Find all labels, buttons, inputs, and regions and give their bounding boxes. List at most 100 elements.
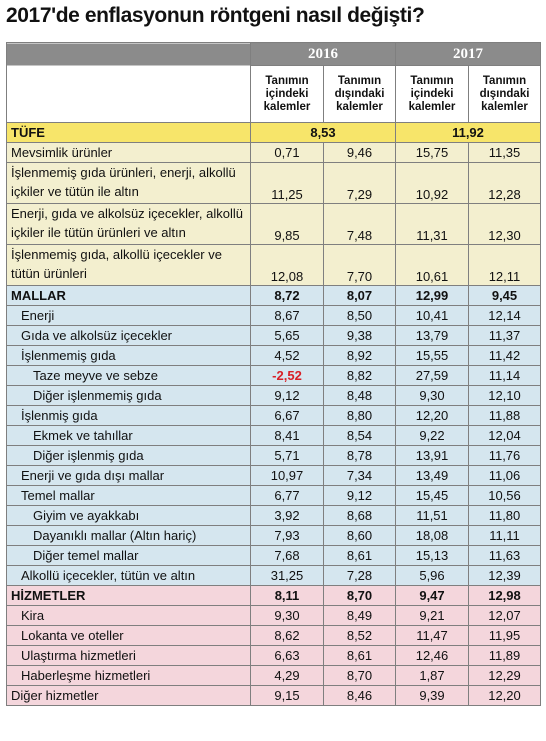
- cell-value: 8,70: [323, 585, 396, 606]
- row-label: Diğer işlenmemiş gıda: [6, 385, 251, 406]
- row-label: Mevsimlik ürünler: [6, 142, 251, 163]
- inflation-table: Tanım 2016 2017 Tanımın içindeki kalemle…: [6, 42, 541, 706]
- row-label: Diğer temel mallar: [6, 545, 251, 566]
- cell-value: 6,63: [250, 645, 324, 666]
- cell-value: 13,91: [395, 445, 469, 466]
- cell-value: 8,61: [323, 645, 396, 666]
- subheader-inside-2016: Tanımın içindeki kalemler: [250, 65, 324, 123]
- cell-value: 12,28: [468, 162, 541, 204]
- row-label: Enerji ve gıda dışı mallar: [6, 465, 251, 486]
- cell-value: 9,21: [395, 605, 469, 626]
- row-label: İşlenmemiş gıda: [6, 345, 251, 366]
- table-row: Temel mallar 6,77 9,12 15,45 10,56: [6, 485, 541, 506]
- table-row: Diğer temel mallar 7,68 8,61 15,13 11,63: [6, 545, 541, 566]
- cell-value: 11,42: [468, 345, 541, 366]
- row-label: Temel mallar: [6, 485, 251, 506]
- cell-value: 10,56: [468, 485, 541, 506]
- cell-value: 10,41: [395, 305, 469, 326]
- table-row-hizmetler: HİZMETLER 8,11 8,70 9,47 12,98: [6, 585, 541, 606]
- cell-value: 11,95: [468, 625, 541, 646]
- cell-value: 7,93: [250, 525, 324, 546]
- table-row: Haberleşme hizmetleri 4,29 8,70 1,87 12,…: [6, 665, 541, 686]
- cell-value: 8,67: [250, 305, 324, 326]
- row-label: Enerji, gıda ve alkolsüz içecekler, alko…: [6, 203, 251, 245]
- cell-value: 12,29: [468, 665, 541, 686]
- cell-value: 31,25: [250, 565, 324, 586]
- cell-value: 11,88: [468, 405, 541, 426]
- cell-value-negative: -2,52: [250, 365, 324, 386]
- row-label: İşlenmemiş gıda ürünleri, enerji, alkoll…: [6, 162, 251, 204]
- row-label: Lokanta ve oteller: [6, 625, 251, 646]
- table-row: Enerji 8,67 8,50 10,41 12,14: [6, 305, 541, 326]
- cell-value: 13,49: [395, 465, 469, 486]
- cell-value: 7,34: [323, 465, 396, 486]
- table-row: Lokanta ve oteller 8,62 8,52 11,47 11,95: [6, 625, 541, 646]
- cell-value: 1,87: [395, 665, 469, 686]
- cell-value: 15,55: [395, 345, 469, 366]
- cell-value: 11,31: [395, 203, 469, 245]
- cell-value: 8,61: [323, 545, 396, 566]
- cell-value: 6,77: [250, 485, 324, 506]
- row-label: Ekmek ve tahıllar: [6, 425, 251, 446]
- cell-value: 9,45: [468, 285, 541, 306]
- table-row-mallar: MALLAR 8,72 8,07 12,99 9,45: [6, 285, 541, 306]
- cell-value: 8,54: [323, 425, 396, 446]
- year-header-2016: 2016: [250, 42, 396, 66]
- table-row: Enerji, gıda ve alkolsüz içecekler, alko…: [6, 203, 541, 245]
- cell-value: 9,30: [250, 605, 324, 626]
- cell-value: 9,38: [323, 325, 396, 346]
- subheader-outside-2017: Tanımın dışındaki kalemler: [468, 65, 541, 123]
- table-row: Alkollü içecekler, tütün ve altın 31,25 …: [6, 565, 541, 586]
- cell-value: 8,52: [323, 625, 396, 646]
- row-label: Ulaştırma hizmetleri: [6, 645, 251, 666]
- cell-value: 9,85: [250, 203, 324, 245]
- row-label: Diğer hizmetler: [6, 685, 251, 706]
- cell-value: 11,11: [468, 525, 541, 546]
- cell-value: 8,50: [323, 305, 396, 326]
- cell-value: 8,62: [250, 625, 324, 646]
- cell-value: 12,08: [250, 244, 324, 286]
- cell-value: 11,89: [468, 645, 541, 666]
- cell-value: 8,07: [323, 285, 396, 306]
- cell-value: 8,11: [250, 585, 324, 606]
- cell-value: 11,47: [395, 625, 469, 646]
- row-label: Dayanıklı mallar (Altın hariç): [6, 525, 251, 546]
- cell-value: 8,49: [323, 605, 396, 626]
- table-row-tufe: TÜFE 8,53 11,92: [6, 122, 541, 143]
- cell-value: 8,48: [323, 385, 396, 406]
- cell-value: 12,20: [395, 405, 469, 426]
- cell-value: 9,30: [395, 385, 469, 406]
- cell-value: 15,75: [395, 142, 469, 163]
- cell-value: 12,99: [395, 285, 469, 306]
- table-row: Diğer işlenmiş gıda 5,71 8,78 13,91 11,7…: [6, 445, 541, 466]
- table-row: Diğer işlenmemiş gıda 9,12 8,48 9,30 12,…: [6, 385, 541, 406]
- cell-value: 8,82: [323, 365, 396, 386]
- cell-value: 9,47: [395, 585, 469, 606]
- cell-value: 12,04: [468, 425, 541, 446]
- cell-value: 11,51: [395, 505, 469, 526]
- cell-value: 0,71: [250, 142, 324, 163]
- page-title: 2017'de enflasyonun röntgeni nasıl değiş…: [6, 4, 425, 27]
- cell-value: 7,29: [323, 162, 396, 204]
- cell-value: 12,10: [468, 385, 541, 406]
- cell-value: 12,30: [468, 203, 541, 245]
- cell-value: 11,06: [468, 465, 541, 486]
- row-label: Diğer işlenmiş gıda: [6, 445, 251, 466]
- table-row: Giyim ve ayakkabı 3,92 8,68 11,51 11,80: [6, 505, 541, 526]
- cell-value: 27,59: [395, 365, 469, 386]
- row-label: Alkollü içecekler, tütün ve altın: [6, 565, 251, 586]
- cell-value: 10,92: [395, 162, 469, 204]
- table-row: Mevsimlik ürünler 0,71 9,46 15,75 11,35: [6, 142, 541, 163]
- cell-value: 12,46: [395, 645, 469, 666]
- cell-value: 4,29: [250, 665, 324, 686]
- row-label: İşlenmiş gıda: [6, 405, 251, 426]
- cell-value: 5,71: [250, 445, 324, 466]
- cell-value: 15,13: [395, 545, 469, 566]
- cell-value: 12,98: [468, 585, 541, 606]
- cell-value: 9,12: [250, 385, 324, 406]
- cell-value: 7,28: [323, 565, 396, 586]
- cell-value: 15,45: [395, 485, 469, 506]
- cell-value: 12,20: [468, 685, 541, 706]
- cell-value: 8,68: [323, 505, 396, 526]
- row-label: Taze meyve ve sebze: [6, 365, 251, 386]
